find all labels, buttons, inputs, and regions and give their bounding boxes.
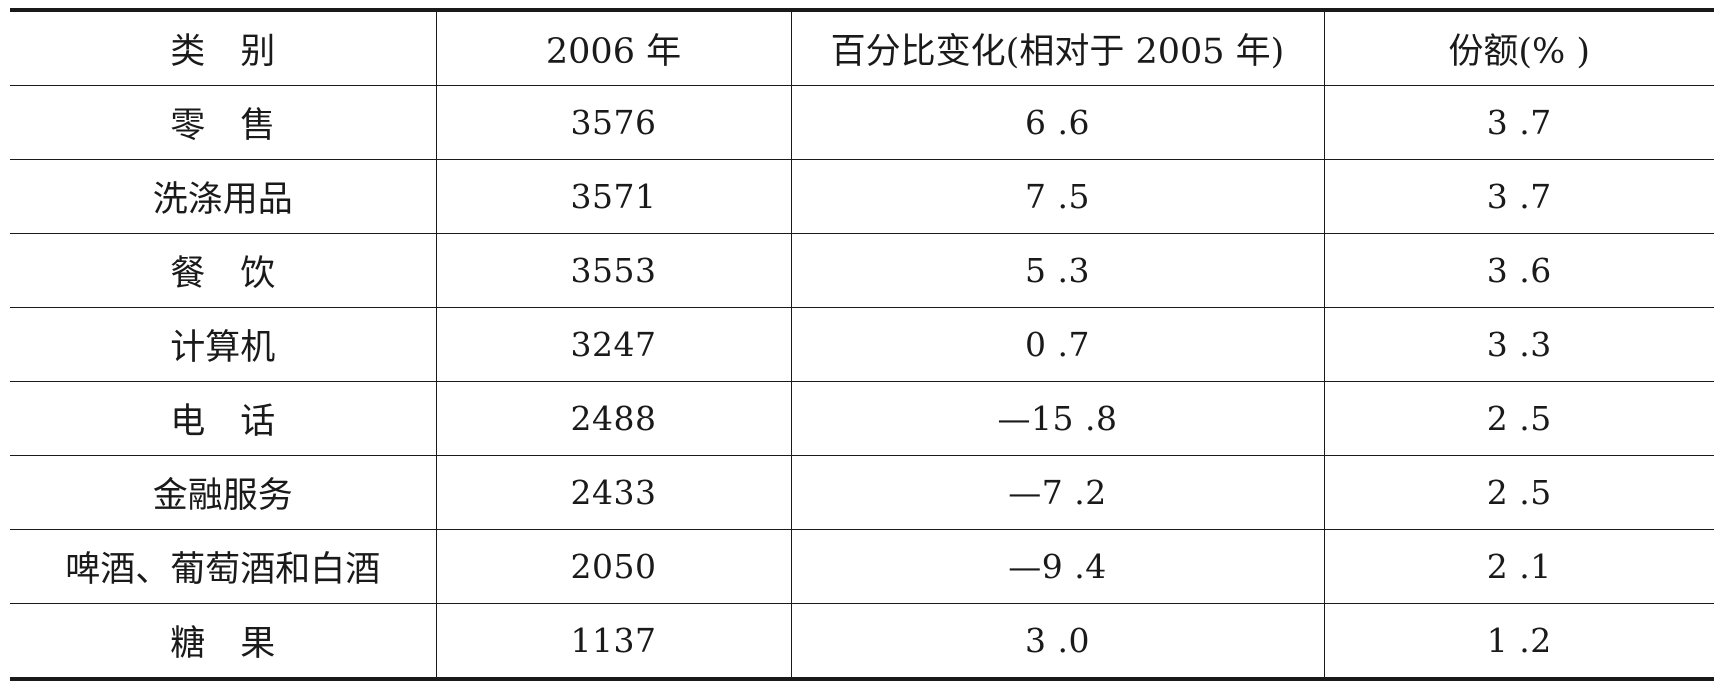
- cell-share: 3 .7: [1323, 159, 1714, 234]
- cell-value-2006: 2488: [435, 381, 791, 456]
- cell-category: 洗涤用品: [10, 159, 436, 234]
- header-year-2006: 2006 年: [435, 10, 791, 86]
- cell-percent-change: 3 .0: [790, 603, 1324, 679]
- cell-value-2006: 3553: [435, 233, 791, 308]
- cell-value-2006: 3576: [435, 85, 791, 160]
- header-category: 类 别: [10, 10, 436, 86]
- cell-percent-change: —7 .2: [790, 455, 1324, 530]
- cell-category: 计算机: [10, 307, 436, 382]
- table-row: 餐 饮 3553 5 .3 3 .6: [10, 233, 1714, 308]
- cell-percent-change: 0 .7: [790, 307, 1324, 382]
- cell-share: 2 .5: [1323, 455, 1714, 530]
- table-body: 零 售 3576 6 .6 3 .7 洗涤用品 3571 7 .5 3 .7 餐…: [10, 85, 1714, 679]
- cell-value-2006: 3571: [435, 159, 791, 234]
- table-row: 零 售 3576 6 .6 3 .7: [10, 85, 1714, 160]
- cell-percent-change: 7 .5: [790, 159, 1324, 234]
- table-row: 金融服务 2433 —7 .2 2 .5: [10, 455, 1714, 530]
- cell-value-2006: 2050: [435, 529, 791, 604]
- cell-category: 零 售: [10, 85, 436, 160]
- table-row: 洗涤用品 3571 7 .5 3 .7: [10, 159, 1714, 234]
- data-table: 类 别 2006 年 百分比变化(相对于 2005 年) 份额(% ) 零 售 …: [10, 8, 1714, 681]
- cell-percent-change: 5 .3: [790, 233, 1324, 308]
- header-row: 类 别 2006 年 百分比变化(相对于 2005 年) 份额(% ): [10, 10, 1714, 86]
- cell-percent-change: —15 .8: [790, 381, 1324, 456]
- cell-category: 啤酒、葡萄酒和白酒: [10, 529, 436, 604]
- cell-share: 3 .6: [1323, 233, 1714, 308]
- header-percent-change: 百分比变化(相对于 2005 年): [790, 10, 1324, 86]
- cell-category: 餐 饮: [10, 233, 436, 308]
- cell-value-2006: 2433: [435, 455, 791, 530]
- cell-category: 电 话: [10, 381, 436, 456]
- cell-share: 1 .2: [1323, 603, 1714, 679]
- table-header: 类 别 2006 年 百分比变化(相对于 2005 年) 份额(% ): [10, 10, 1714, 86]
- cell-share: 3 .7: [1323, 85, 1714, 160]
- table-row: 电 话 2488 —15 .8 2 .5: [10, 381, 1714, 456]
- cell-category: 金融服务: [10, 455, 436, 530]
- header-share: 份额(% ): [1323, 10, 1714, 86]
- data-table-container: 类 别 2006 年 百分比变化(相对于 2005 年) 份额(% ) 零 售 …: [10, 8, 1714, 681]
- cell-share: 3 .3: [1323, 307, 1714, 382]
- cell-percent-change: 6 .6: [790, 85, 1324, 160]
- cell-share: 2 .5: [1323, 381, 1714, 456]
- table-row: 啤酒、葡萄酒和白酒 2050 —9 .4 2 .1: [10, 529, 1714, 604]
- table-row: 糖 果 1137 3 .0 1 .2: [10, 603, 1714, 679]
- table-row: 计算机 3247 0 .7 3 .3: [10, 307, 1714, 382]
- cell-category: 糖 果: [170, 624, 276, 664]
- cell-percent-change: —9 .4: [790, 529, 1324, 604]
- cell-share: 2 .1: [1323, 529, 1714, 604]
- cell-value-2006: 3247: [435, 307, 791, 382]
- cell-value-2006: 1137: [435, 603, 791, 679]
